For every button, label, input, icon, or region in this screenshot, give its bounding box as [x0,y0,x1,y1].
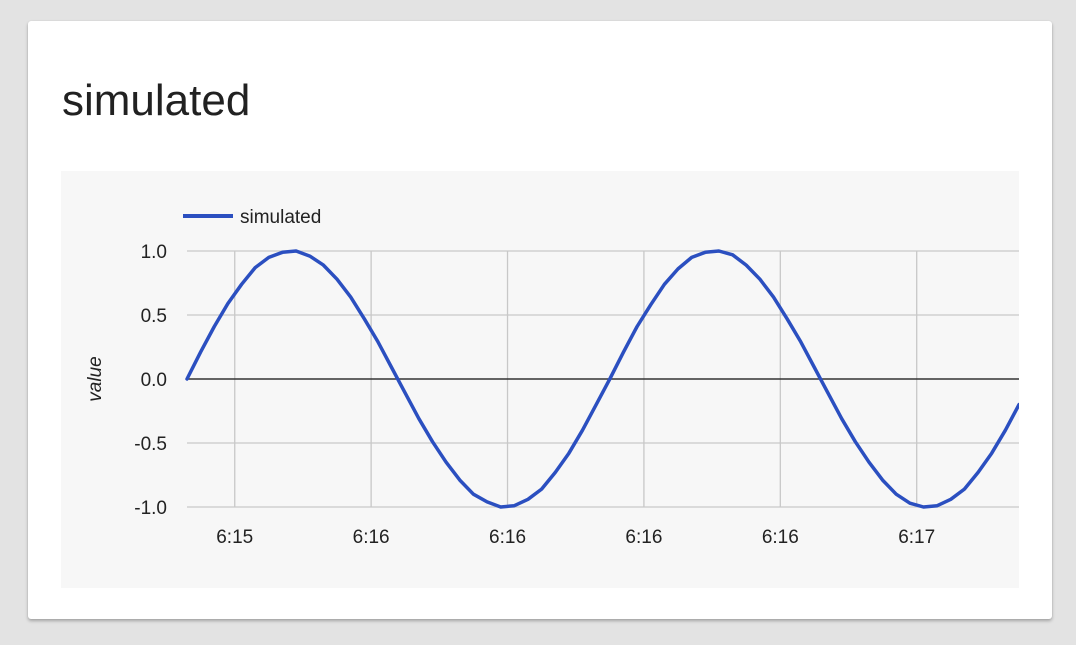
y-tick-label: 1.0 [141,242,167,263]
chart-area: 1.0 0.5 0.0 -0.5 -1.0 6:15 6:16 6:16 6:16 6:16 6:1… [61,171,1019,588]
series-line-simulated [185,249,1019,509]
x-tick-label: 6:15 [216,527,253,548]
x-tick-label: 6:16 [489,527,526,548]
line-chart: 1.0 0.5 0.0 -0.5 -1.0 6:15 6:16 6:16 6:16 6:16 6:1… [85,207,1019,548]
x-tick-label: 6:17 [898,527,935,548]
x-tick-label: 6:16 [625,527,662,548]
x-tick-label: 6:16 [353,527,390,548]
y-tick-label: 0.5 [141,306,167,327]
chart-card: simulated 1.0 0.5 0.0 -0.5 -1.0 6:15 6:16 6:16 6… [28,21,1052,619]
x-tick-label: 6:16 [762,527,799,548]
y-tick-label: -1.0 [134,498,167,519]
y-tick-label: -0.5 [134,434,167,455]
y-axis-title: value [85,356,106,401]
y-tick-label: 0.0 [141,370,167,391]
card-title: simulated [62,76,251,125]
legend-label: simulated [240,207,321,228]
